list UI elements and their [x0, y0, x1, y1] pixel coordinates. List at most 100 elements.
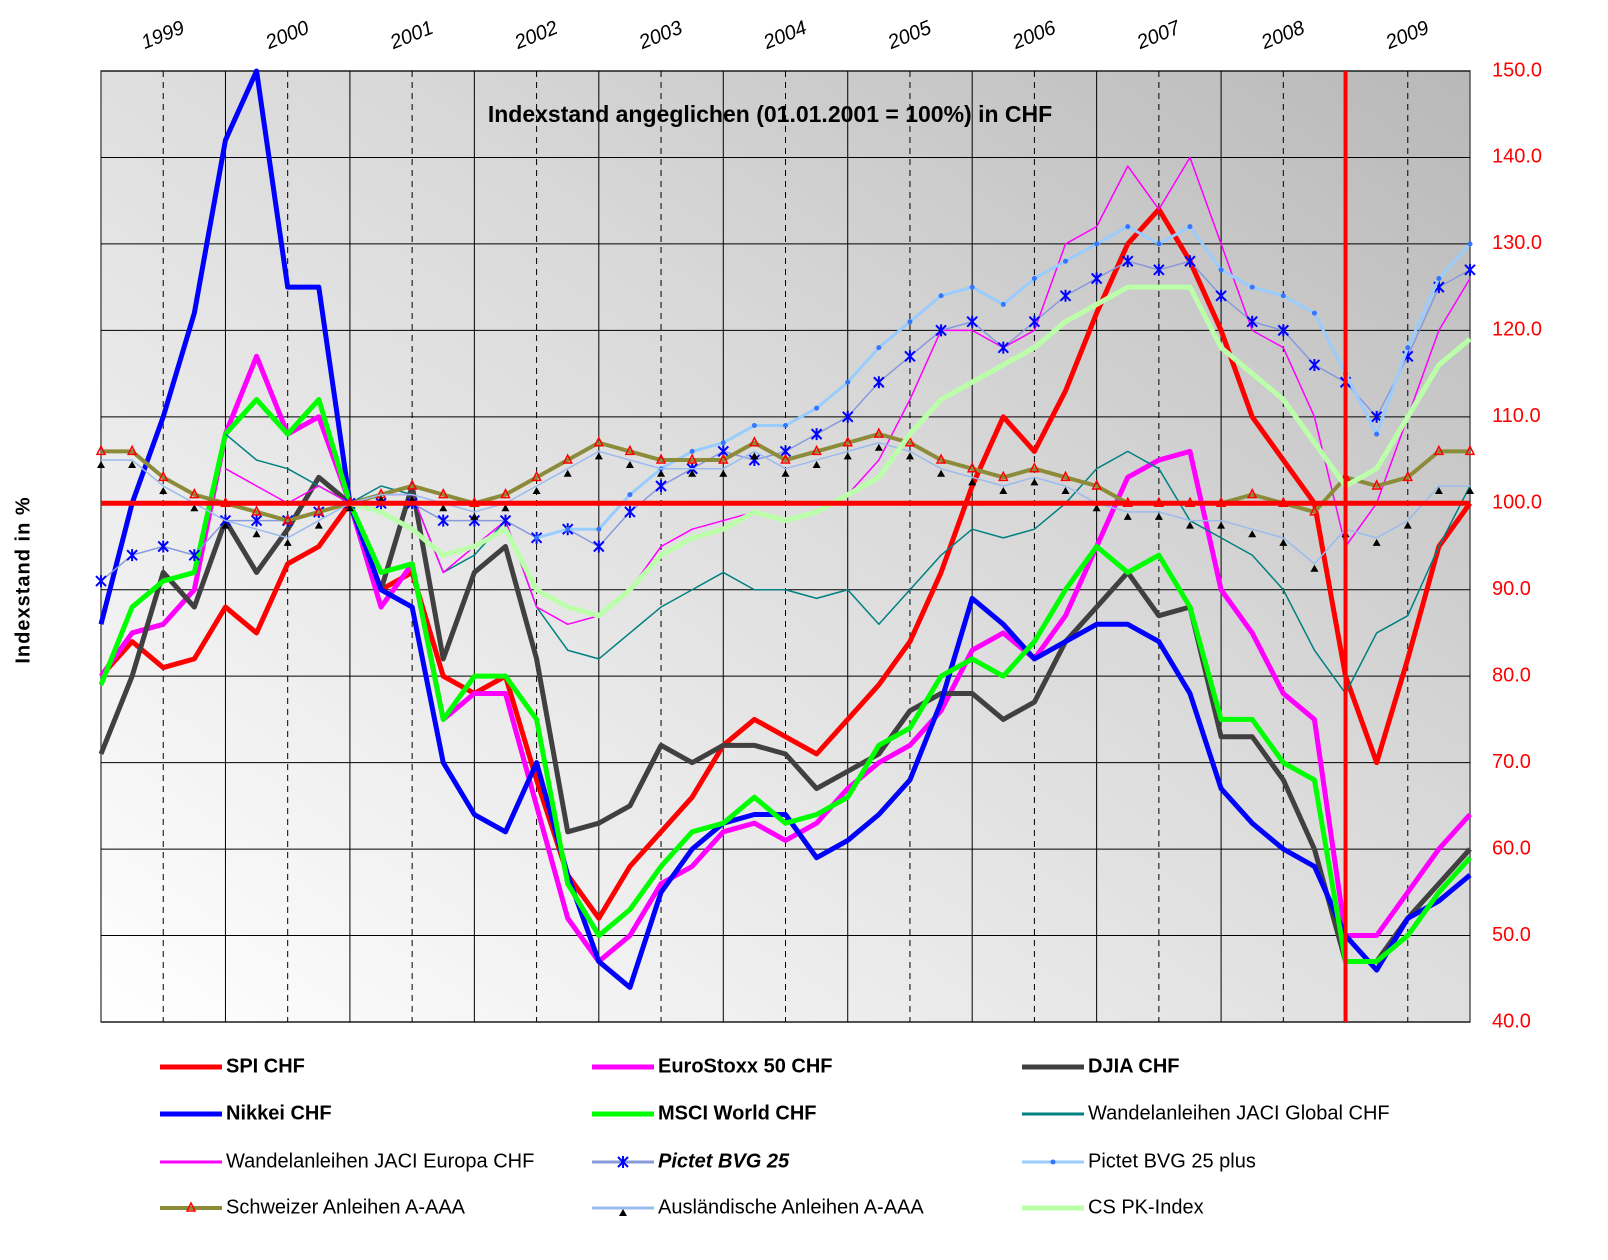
- marker: [97, 461, 105, 469]
- y-tick-label: 130.0: [1492, 232, 1542, 254]
- marker: [251, 505, 262, 516]
- marker: [624, 444, 636, 456]
- legend-item: EuroStoxx 50 CHF: [592, 1055, 832, 1077]
- x-tick-label: 2004: [760, 17, 810, 54]
- marker: [1094, 241, 1100, 247]
- marker: [1279, 538, 1288, 546]
- y-tick-label: 150.0: [1492, 59, 1542, 81]
- legend-label: CS PK-Index: [1088, 1196, 1204, 1218]
- marker: [250, 514, 263, 527]
- marker: [221, 521, 230, 529]
- marker: [876, 345, 882, 351]
- legend-item: MSCI World CHF: [592, 1102, 817, 1124]
- marker: [1091, 479, 1102, 490]
- marker: [1030, 478, 1039, 486]
- marker: [313, 505, 325, 516]
- marker: [1154, 512, 1163, 520]
- marker: [966, 462, 978, 473]
- marker: [938, 293, 944, 299]
- marker: [1310, 564, 1319, 572]
- marker: [1370, 410, 1383, 423]
- marker: [593, 436, 605, 447]
- marker: [1156, 241, 1162, 247]
- series-line: [98, 397, 1472, 964]
- marker: [998, 470, 1009, 482]
- x-tick-label: 2009: [1382, 17, 1432, 54]
- marker: [811, 444, 822, 456]
- y-tick-label: 90.0: [1492, 578, 1531, 600]
- marker: [1311, 310, 1317, 316]
- series-line: [98, 68, 1472, 990]
- marker: [780, 453, 791, 464]
- marker: [935, 324, 947, 337]
- marker: [625, 461, 634, 469]
- marker: [1050, 1159, 1056, 1165]
- marker: [810, 428, 823, 441]
- marker: [439, 504, 448, 512]
- marker: [657, 469, 666, 477]
- marker: [500, 487, 511, 499]
- marker: [1153, 263, 1165, 276]
- marker: [95, 575, 107, 588]
- marker: [1092, 504, 1101, 512]
- y-tick-label: 80.0: [1492, 664, 1531, 686]
- x-tick-label: 2000: [262, 17, 312, 54]
- marker: [1280, 293, 1286, 299]
- legend-item: Ausländische Anleihen A-AAA: [592, 1196, 924, 1218]
- marker: [188, 549, 201, 562]
- marker: [1090, 272, 1103, 285]
- marker: [935, 453, 947, 464]
- marker: [594, 452, 603, 460]
- x-tick-label: 2002: [511, 17, 561, 54]
- marker: [1059, 289, 1072, 302]
- marker: [531, 470, 542, 482]
- y-axis-label: Indexstand in %: [12, 496, 34, 663]
- legend-label: Wandelanleihen JACI Europa CHF: [226, 1150, 534, 1172]
- legend-item: Pictet BVG 25 plus: [1022, 1150, 1256, 1172]
- marker: [781, 469, 790, 477]
- legend-label: SPI CHF: [226, 1055, 305, 1077]
- y-tick-label: 110.0: [1492, 405, 1541, 427]
- marker: [126, 444, 138, 456]
- marker: [845, 379, 851, 385]
- marker: [1122, 255, 1134, 268]
- marker: [783, 422, 788, 428]
- marker: [904, 436, 916, 447]
- legend-label: Ausländische Anleihen A-AAA: [658, 1196, 924, 1218]
- marker: [1405, 345, 1411, 351]
- marker: [751, 422, 757, 428]
- legend-item: Wandelanleihen JACI Europa CHF: [160, 1150, 534, 1172]
- series-line: [98, 474, 1472, 964]
- series-line: [101, 442, 1470, 565]
- y-tick-label: 60.0: [1492, 837, 1531, 859]
- marker: [1215, 289, 1227, 302]
- marker: [655, 453, 667, 464]
- series-line: [101, 432, 1470, 523]
- legend-label: Pictet BVG 25 plus: [1088, 1150, 1256, 1172]
- marker: [750, 452, 759, 460]
- series: [98, 68, 1472, 990]
- marker: [499, 514, 512, 527]
- legend-label: Schweizer Anleihen A-AAA: [226, 1196, 466, 1218]
- x-tick-label: 2008: [1257, 17, 1307, 54]
- marker: [1277, 324, 1290, 337]
- marker: [159, 486, 168, 494]
- series: [349, 284, 1472, 619]
- marker: [688, 469, 697, 477]
- marker: [1031, 275, 1037, 281]
- legend-item: CS PK-Index: [1022, 1196, 1204, 1218]
- marker: [1372, 538, 1381, 546]
- marker: [966, 315, 978, 328]
- marker: [1218, 267, 1224, 273]
- marker: [438, 487, 449, 499]
- marker: [1436, 275, 1442, 281]
- marker: [1433, 444, 1445, 456]
- marker: [345, 504, 354, 512]
- marker: [937, 469, 946, 477]
- marker: [562, 453, 573, 464]
- marker: [842, 410, 854, 423]
- marker: [686, 453, 698, 464]
- marker: [157, 540, 169, 553]
- marker: [1000, 301, 1006, 307]
